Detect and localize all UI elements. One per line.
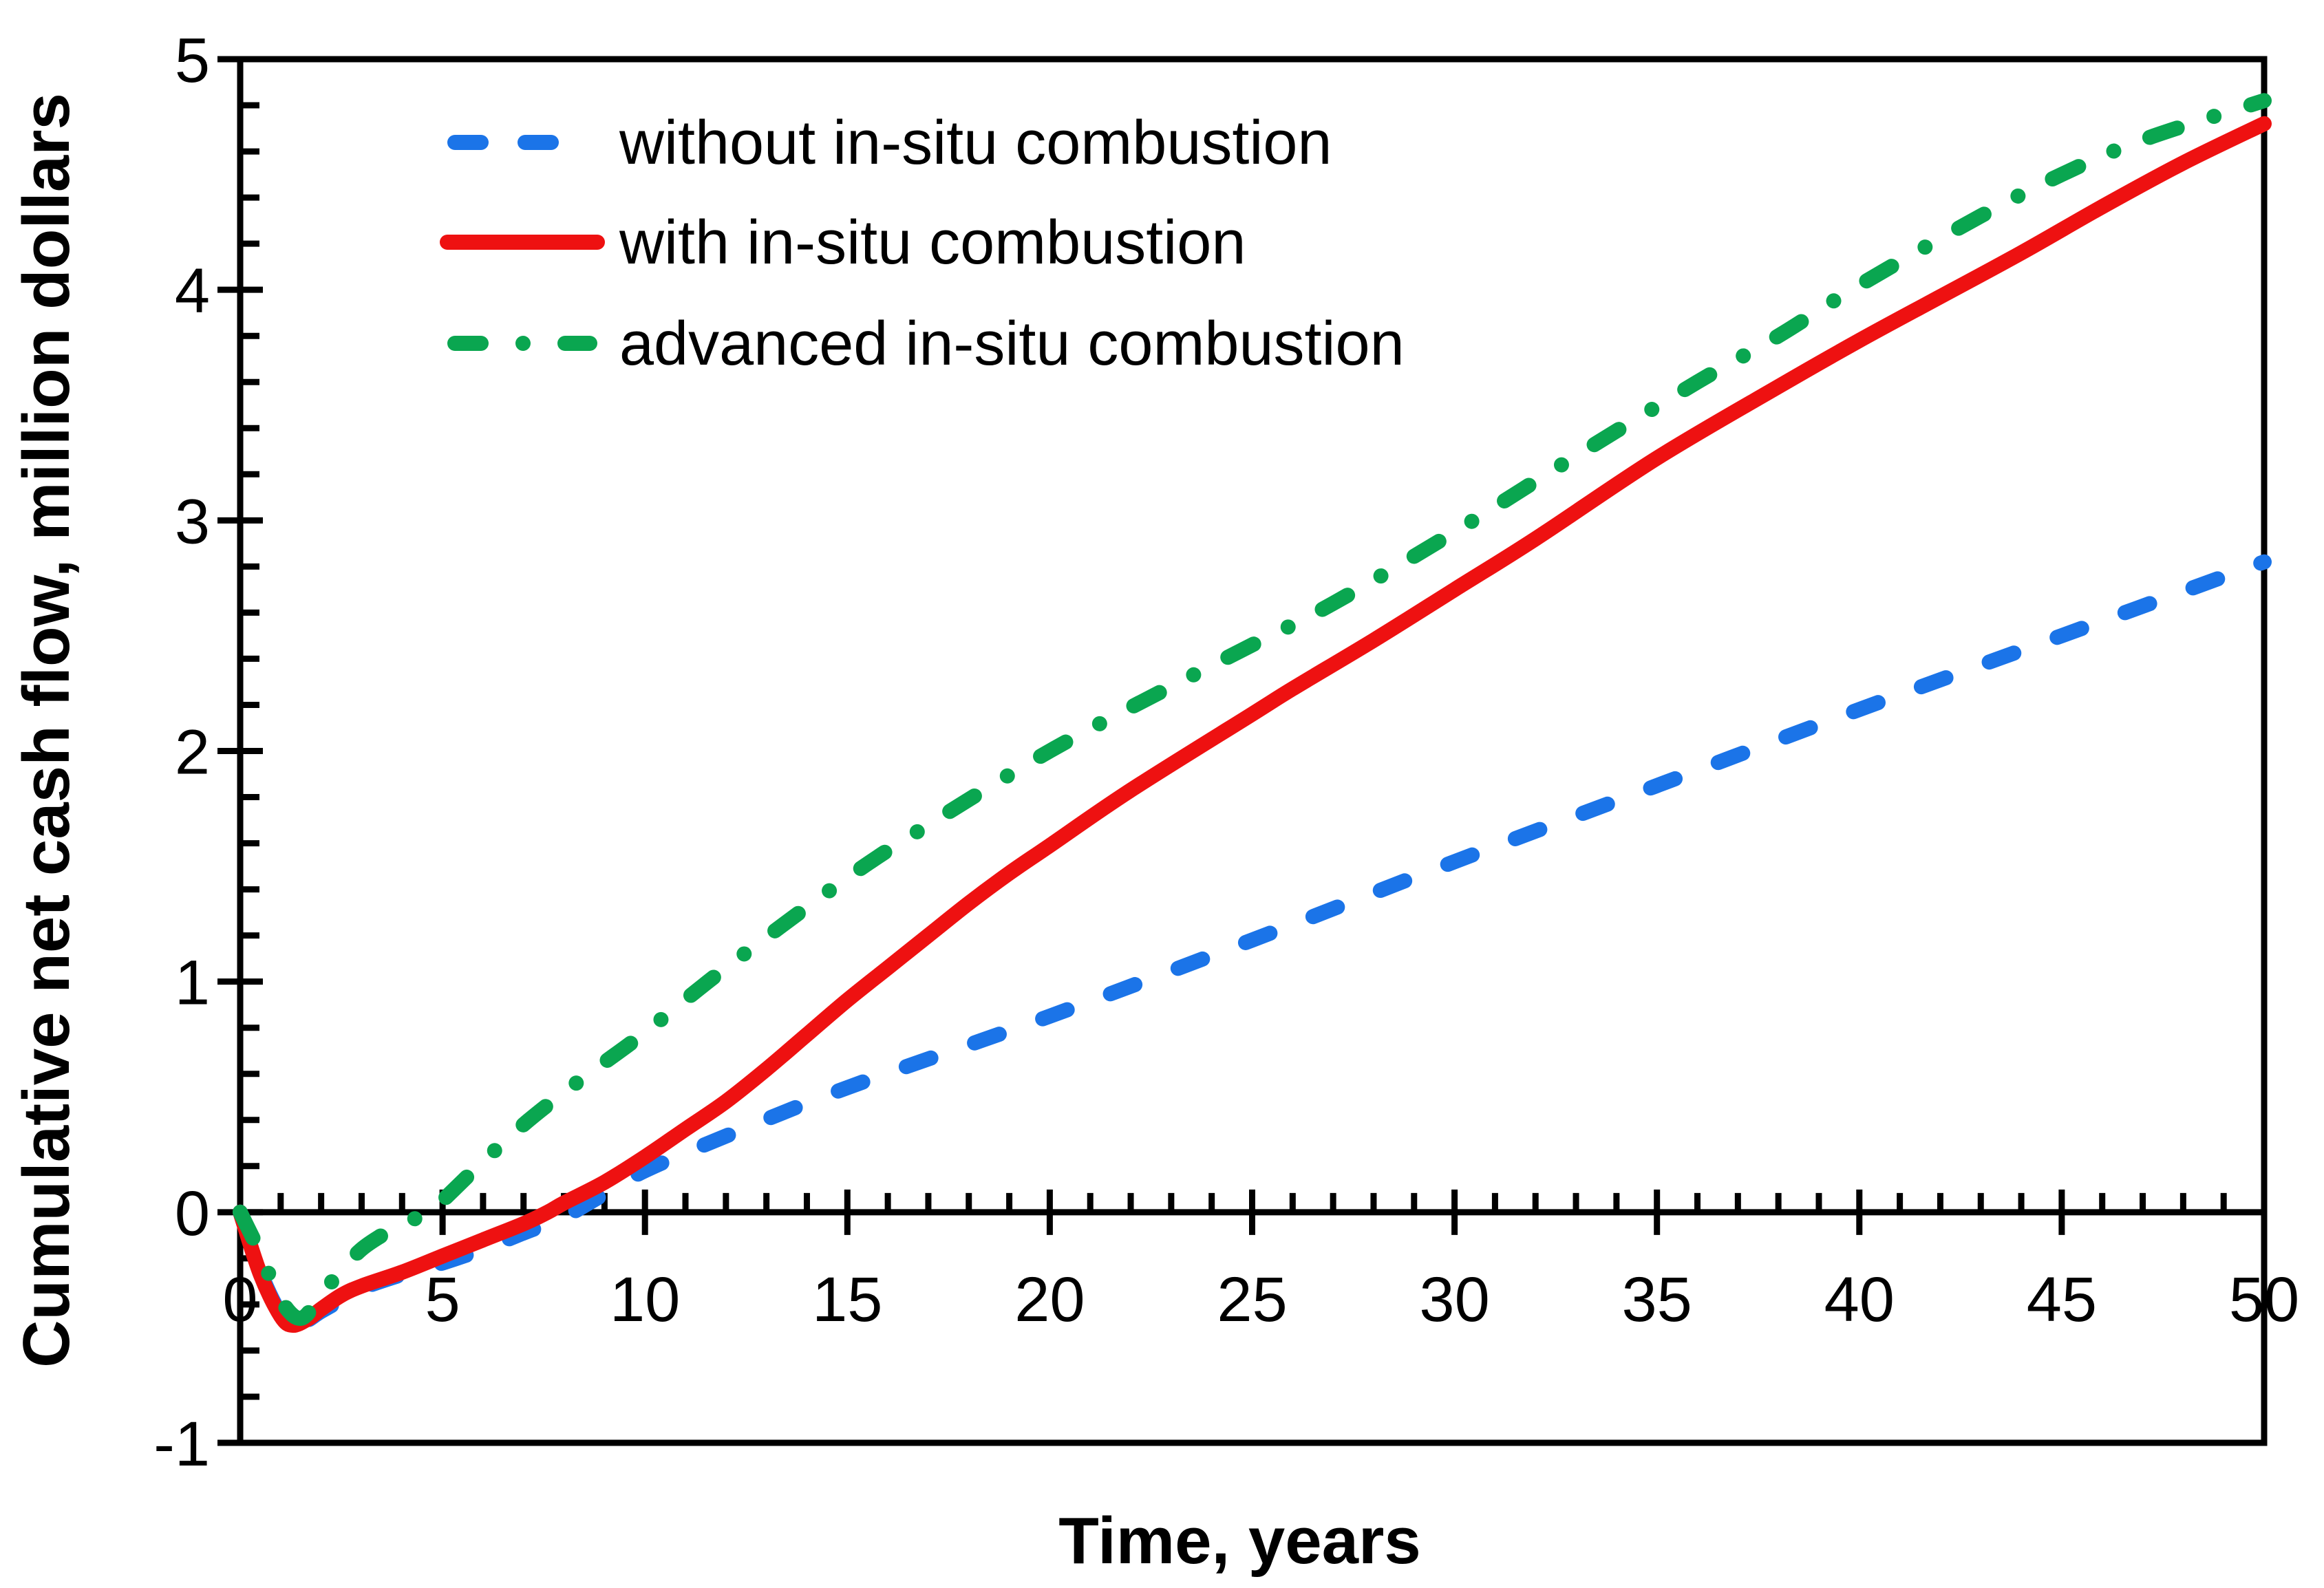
legend-label: with in-situ combustion <box>619 208 1246 277</box>
y-tick-label: 5 <box>175 25 210 96</box>
x-tick-label: 5 <box>425 1265 460 1335</box>
y-tick-label: -1 <box>153 1409 210 1479</box>
y-tick-label: 2 <box>175 718 210 788</box>
legend: without in-situ combustion with in-situ c… <box>440 109 1405 378</box>
x-tick-labels: 0 5 10 15 20 25 30 35 40 45 50 <box>222 1265 2299 1335</box>
x-tick-label: 35 <box>1622 1265 1692 1335</box>
x-axis-title: Time, years <box>1058 1504 1421 1578</box>
y-axis-title: Cumulative net cash flow, million dollar… <box>10 93 83 1368</box>
legend-swatch-dot <box>515 336 531 351</box>
x-tick-label: 30 <box>1419 1265 1489 1335</box>
x-tick-label: 40 <box>1824 1265 1895 1335</box>
series-line-without-in-situ-combustion <box>233 554 2272 1333</box>
series-line-with-in-situ-combustion <box>233 116 2272 1333</box>
y-tick-label: 4 <box>175 256 210 326</box>
series-line-advanced-in-situ-combustion <box>233 93 2272 1326</box>
y-tick-label: 1 <box>175 948 210 1018</box>
x-tick-label: 25 <box>1217 1265 1287 1335</box>
x-tick-label: 0 <box>222 1265 257 1335</box>
x-tick-label: 10 <box>610 1265 680 1335</box>
series-lines <box>233 93 2272 1333</box>
y-tick-label: 3 <box>175 486 210 557</box>
x-tick-label: 50 <box>2229 1265 2299 1335</box>
x-tick-label: 20 <box>1014 1265 1085 1335</box>
y-tick-label: 0 <box>175 1179 210 1249</box>
legend-label: without in-situ combustion <box>619 109 1332 178</box>
x-tick-label: 45 <box>2027 1265 2097 1335</box>
x-tick-label: 15 <box>812 1265 882 1335</box>
y-tick-labels: -1 0 1 2 3 4 5 <box>153 25 210 1479</box>
legend-label: advanced in-situ combustion <box>619 310 1405 378</box>
